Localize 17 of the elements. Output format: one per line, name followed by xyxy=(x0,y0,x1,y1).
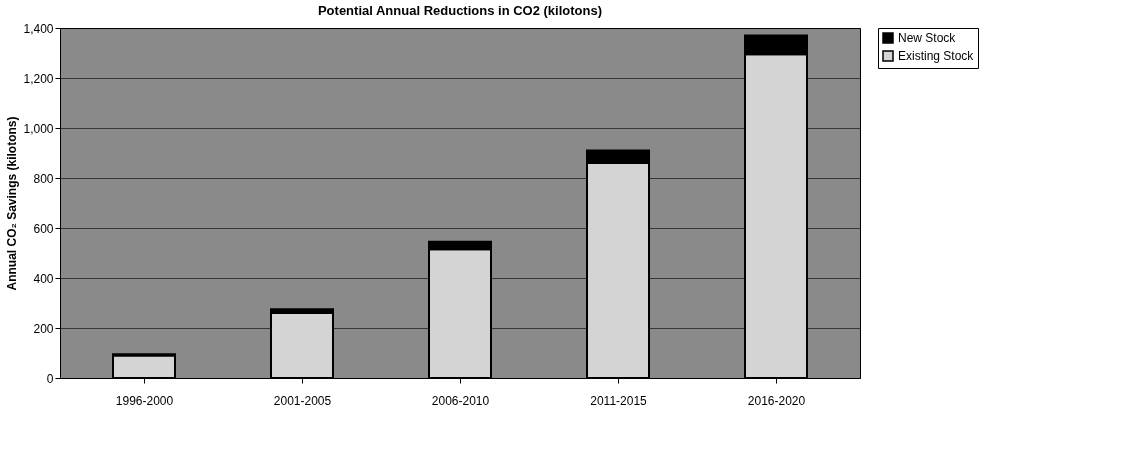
y-tick-label: 200 xyxy=(33,321,54,336)
x-tick-label: 2011-2015 xyxy=(590,393,648,408)
y-tick-label: 600 xyxy=(33,221,54,236)
x-tick-label: 1996-2000 xyxy=(115,393,174,408)
chart-title: Potential Annual Reductions in CO2 (kilotons) xyxy=(317,3,603,18)
legend-label: Existing Stock xyxy=(898,49,975,63)
y-axis-title: Annual CO₂ Savings (kilotons) xyxy=(5,116,20,291)
y-tick-label: 0 xyxy=(46,371,54,386)
y-tick-label: 800 xyxy=(33,171,54,186)
x-tick-label: 2001-2005 xyxy=(273,393,332,408)
x-tick-label: 2016-2020 xyxy=(747,393,806,408)
x-tick-label: 2006-2010 xyxy=(431,393,490,408)
y-tick-label: 1,400 xyxy=(23,21,54,36)
y-tick-label: 400 xyxy=(33,271,54,286)
y-tick-label: 1,200 xyxy=(23,71,54,86)
legend-label: New Stock xyxy=(898,31,957,45)
y-tick-label: 1,000 xyxy=(23,121,54,136)
